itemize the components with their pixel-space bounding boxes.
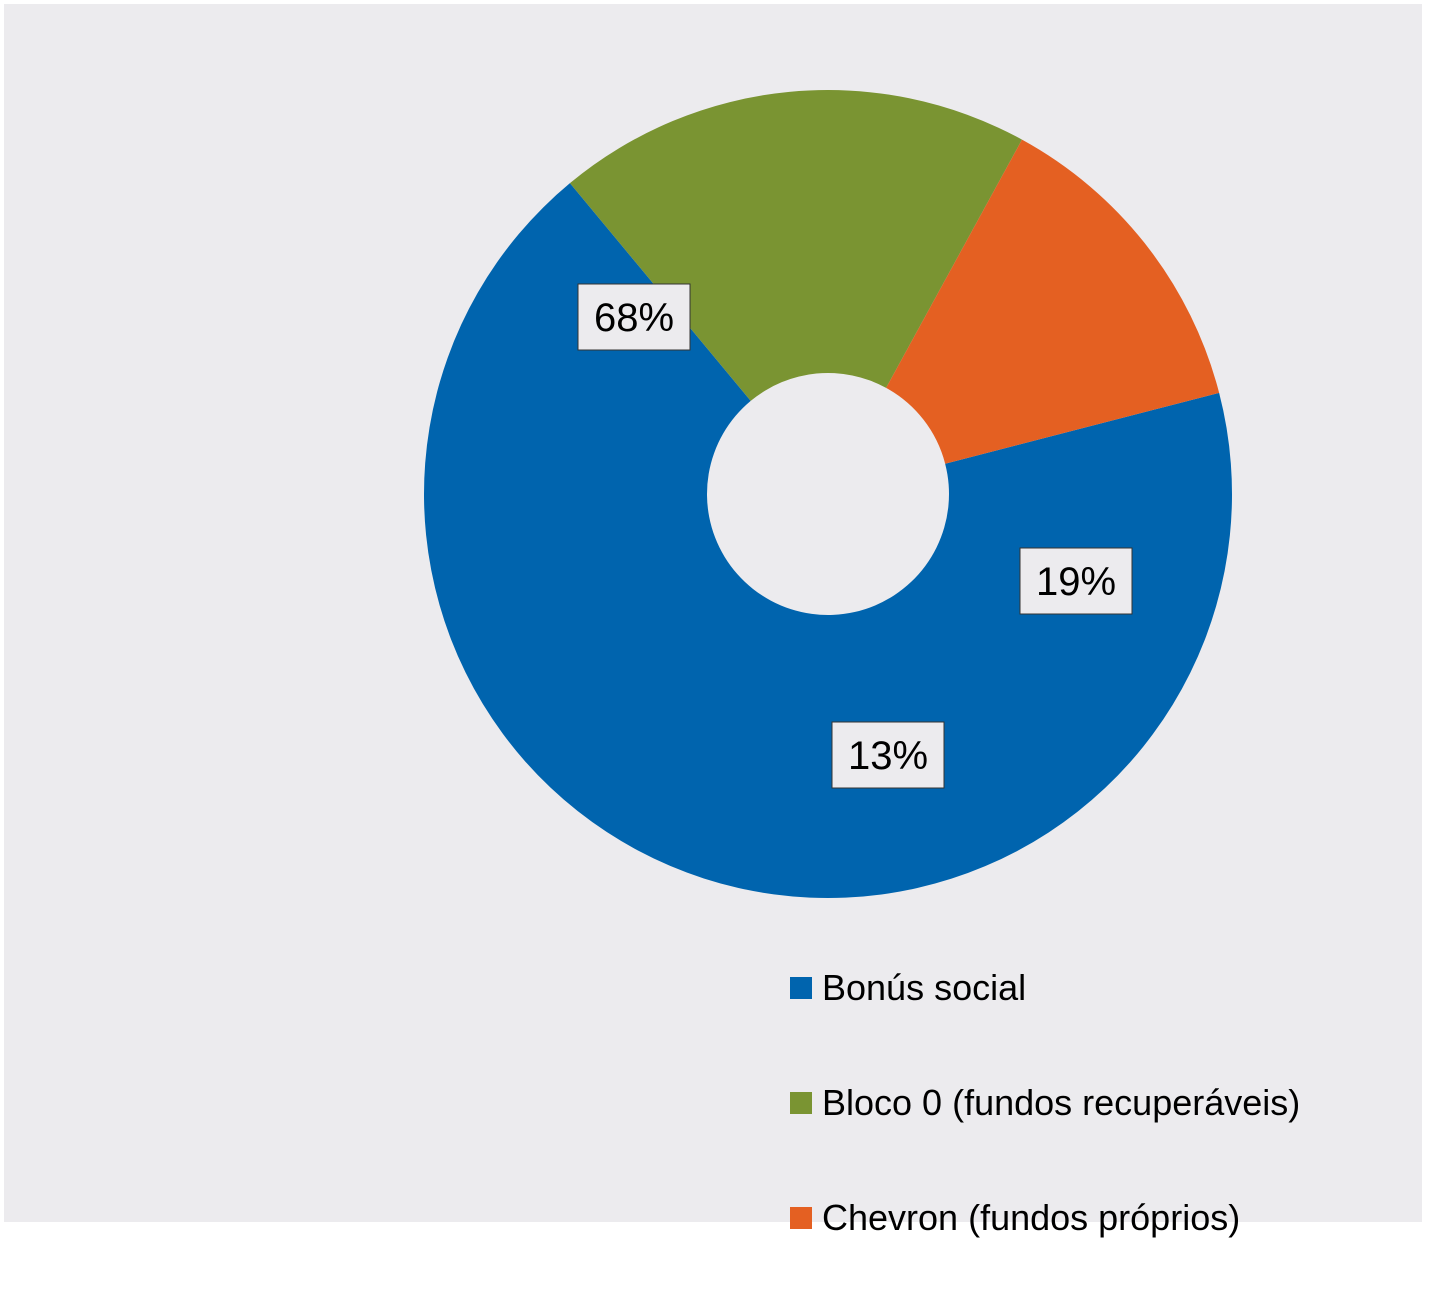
legend-item-bonus-social: Bonús social [790, 962, 1390, 1014]
data-label-chevron: 13% [831, 721, 945, 789]
legend: Bonús social Bloco 0 (fundos recuperávei… [790, 962, 1390, 1307]
chart-area: 68% 19% 13% Bonús social Bloco 0 (fundos r… [4, 4, 1422, 1238]
legend-label-chevron: Chevron (fundos próprios) [822, 1197, 1241, 1238]
data-label-bonus-social: 68% [577, 283, 691, 351]
data-label-text-bonus-social: 68% [594, 296, 674, 340]
data-label-box-bloco-0 [1019, 547, 1133, 615]
donut-data-labels: 68% 19% 13% [577, 283, 1133, 789]
legend-swatch-chevron [790, 1207, 812, 1229]
legend-item-chevron: Chevron (fundos próprios) [790, 1192, 1390, 1244]
data-label-box-bonus-social [577, 283, 691, 351]
donut-slice-chevron [886, 139, 1220, 464]
legend-label-bonus-social: Bonús social [822, 967, 1027, 1008]
legend-item-bloco-0: Bloco 0 (fundos recuperáveis) [790, 1077, 1390, 1129]
donut-chart: 68% 19% 13% [423, 90, 1233, 899]
legend-swatch-bonus-social [790, 977, 812, 999]
donut-slices [423, 90, 1233, 899]
data-label-bloco-0: 19% [1019, 547, 1133, 615]
legend-swatch-bloco-0 [790, 1092, 812, 1114]
legend-label-bloco-0: Bloco 0 (fundos recuperáveis) [822, 1082, 1301, 1123]
donut-slice-bloco-0 [569, 90, 1023, 401]
data-label-text-chevron: 13% [848, 734, 928, 778]
data-label-text-bloco-0: 19% [1036, 560, 1116, 604]
donut-slice-bonus-social [423, 183, 1233, 899]
data-label-box-chevron [831, 721, 945, 789]
